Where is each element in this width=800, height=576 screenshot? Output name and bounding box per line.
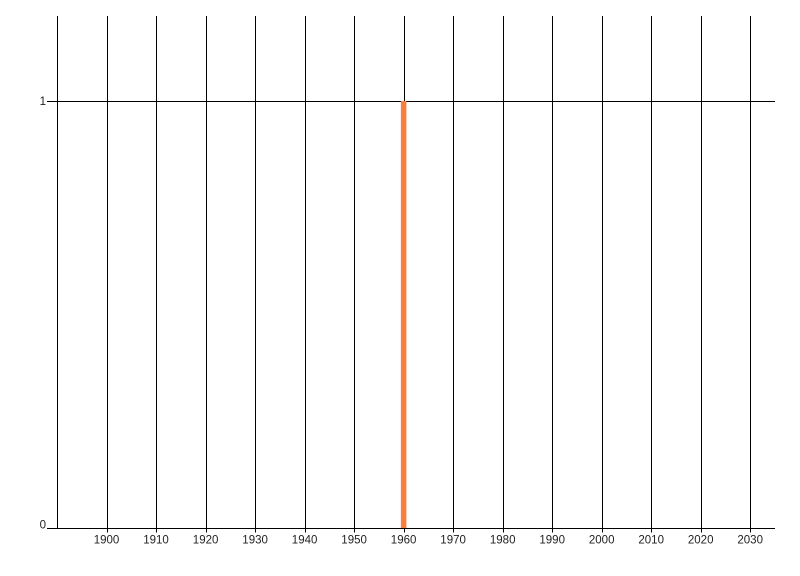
x-tick-label: 1940 [292,535,318,547]
x-tick-label: 1990 [539,535,565,547]
x-tick-label: 1900 [94,535,120,547]
x-tick-label: 1970 [440,535,466,547]
x-tick-label: 2010 [638,535,664,547]
x-tick-label: 1920 [193,535,219,547]
x-tick-label: 1960 [391,535,417,547]
x-tick-label: 1910 [143,535,169,547]
x-tick-label: 2020 [688,535,714,547]
x-tick-label: 1950 [341,535,367,547]
x-tick-label: 2030 [737,535,763,547]
x-tick-label: 1980 [490,535,516,547]
x-tick-label: 2000 [589,535,615,547]
y-tick-label: 1 [40,96,46,108]
x-tick-label: 1930 [242,535,268,547]
bar [400,101,407,528]
y-tick-label: 0 [40,520,46,532]
